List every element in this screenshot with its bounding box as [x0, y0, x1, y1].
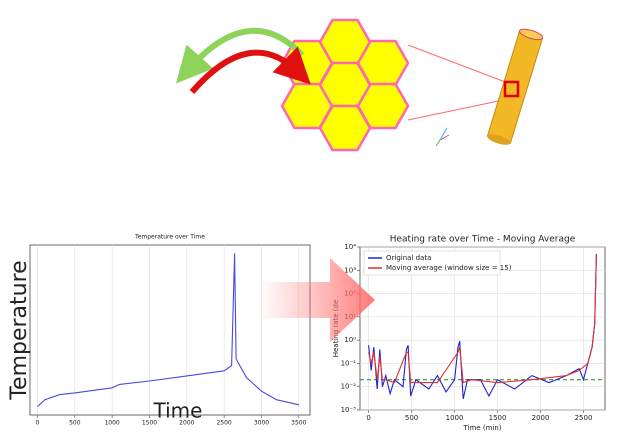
x-tick-label: 1500	[142, 420, 157, 427]
transition-arrow	[258, 258, 375, 342]
zoom-box	[503, 80, 520, 98]
legend-label: Original data	[386, 254, 431, 262]
x-tick-label: 2000	[532, 414, 550, 422]
y-tick-label: 10⁻³	[341, 406, 357, 414]
legend-box	[363, 250, 501, 276]
series-line	[368, 253, 597, 384]
y-axis-label: Temperature	[7, 260, 32, 400]
y-tick-label: 10⁴	[344, 243, 356, 251]
x-axis-label: Time (min)	[462, 424, 501, 432]
green-arrow	[176, 27, 305, 84]
cylinder	[486, 28, 544, 145]
x-tick-label: 1500	[489, 414, 507, 422]
series-line	[37, 253, 299, 407]
x-tick-label: 0	[366, 414, 370, 422]
chart-title: Heating rate over Time - Moving Average	[390, 235, 576, 245]
x-tick-label: 3500	[291, 420, 306, 427]
x-tick-label: 1000	[446, 414, 464, 422]
chart-left: Temperature over Time 0 500 1000 1500 2000 250…	[7, 234, 311, 427]
hexagons	[280, 18, 410, 152]
y-tick-label: 10⁻²	[341, 383, 357, 391]
y-tick-label: 10⁻¹	[341, 359, 357, 367]
x-tick-label: 2500	[216, 420, 231, 427]
x-axis-label: Time	[153, 399, 203, 423]
red-arrow	[189, 46, 311, 94]
x-tick-label: 2500	[575, 414, 593, 422]
zoom-line	[407, 98, 509, 121]
x-tick-label: 2000	[179, 420, 194, 427]
x-tick-label: 1000	[104, 420, 119, 427]
x-tick-label: 0	[36, 420, 40, 427]
diagram	[176, 18, 544, 152]
plot-area	[29, 244, 311, 416]
y-tick-label: 10³	[344, 266, 356, 274]
legend-label: Moving average (window size = 15)	[386, 264, 512, 272]
chart-title: Temperature over Time	[134, 234, 205, 241]
zoom-line	[407, 44, 509, 84]
y-tick-label: 10⁰	[344, 336, 356, 344]
axis-triad	[435, 127, 450, 147]
chart-right: Heating rate over Time - Moving Average 0…	[332, 235, 606, 432]
x-tick-label: 500	[405, 414, 418, 422]
x-tick-label: 3000	[254, 420, 269, 427]
x-tick-label: 500	[69, 420, 81, 427]
